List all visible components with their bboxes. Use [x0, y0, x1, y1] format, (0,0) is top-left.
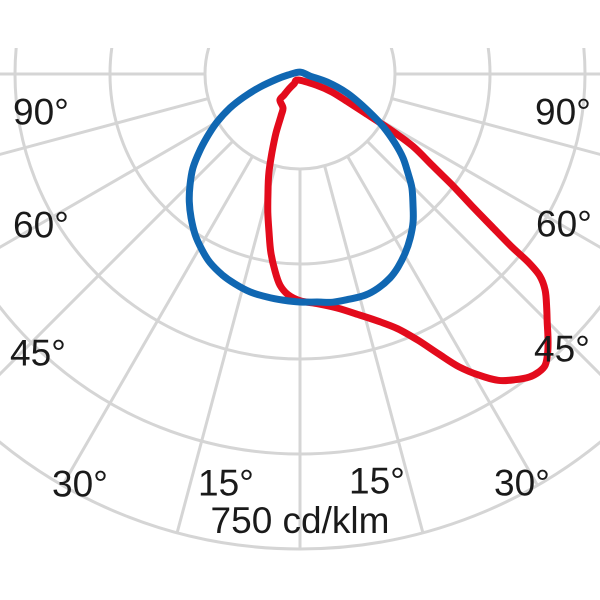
angle-label-right-30: 30°	[494, 463, 550, 504]
polar-grid-radial	[61, 155, 254, 487]
angle-label-left-45: 45°	[10, 333, 66, 374]
angle-label-left-30: 30°	[52, 464, 108, 505]
angle-label-left-60: 60°	[13, 205, 69, 246]
curve-red	[264, 76, 552, 385]
angle-label-right-90: 90°	[535, 92, 591, 133]
unit-label: 750 cd/klm	[210, 500, 390, 541]
angle-label-left-15: 15°	[198, 463, 254, 504]
polar-grid-radial	[346, 155, 539, 487]
polar-grid-radial	[381, 120, 600, 249]
polar-grid-radial	[323, 165, 425, 534]
angle-label-left-90: 90°	[13, 92, 69, 133]
polar-grid-radial	[0, 97, 209, 156]
angle-label-right-45: 45°	[534, 329, 590, 370]
curve-blue	[185, 68, 417, 306]
polar-grid-radial	[0, 120, 219, 249]
polar-grid-radial	[391, 97, 600, 156]
polar-grid-ring	[203, 48, 397, 171]
polar-grid-radials	[0, 72, 600, 549]
angle-label-right-15: 15°	[349, 461, 405, 502]
polar-grid-radial	[175, 165, 277, 534]
angle-label-right-60: 60°	[536, 204, 592, 245]
